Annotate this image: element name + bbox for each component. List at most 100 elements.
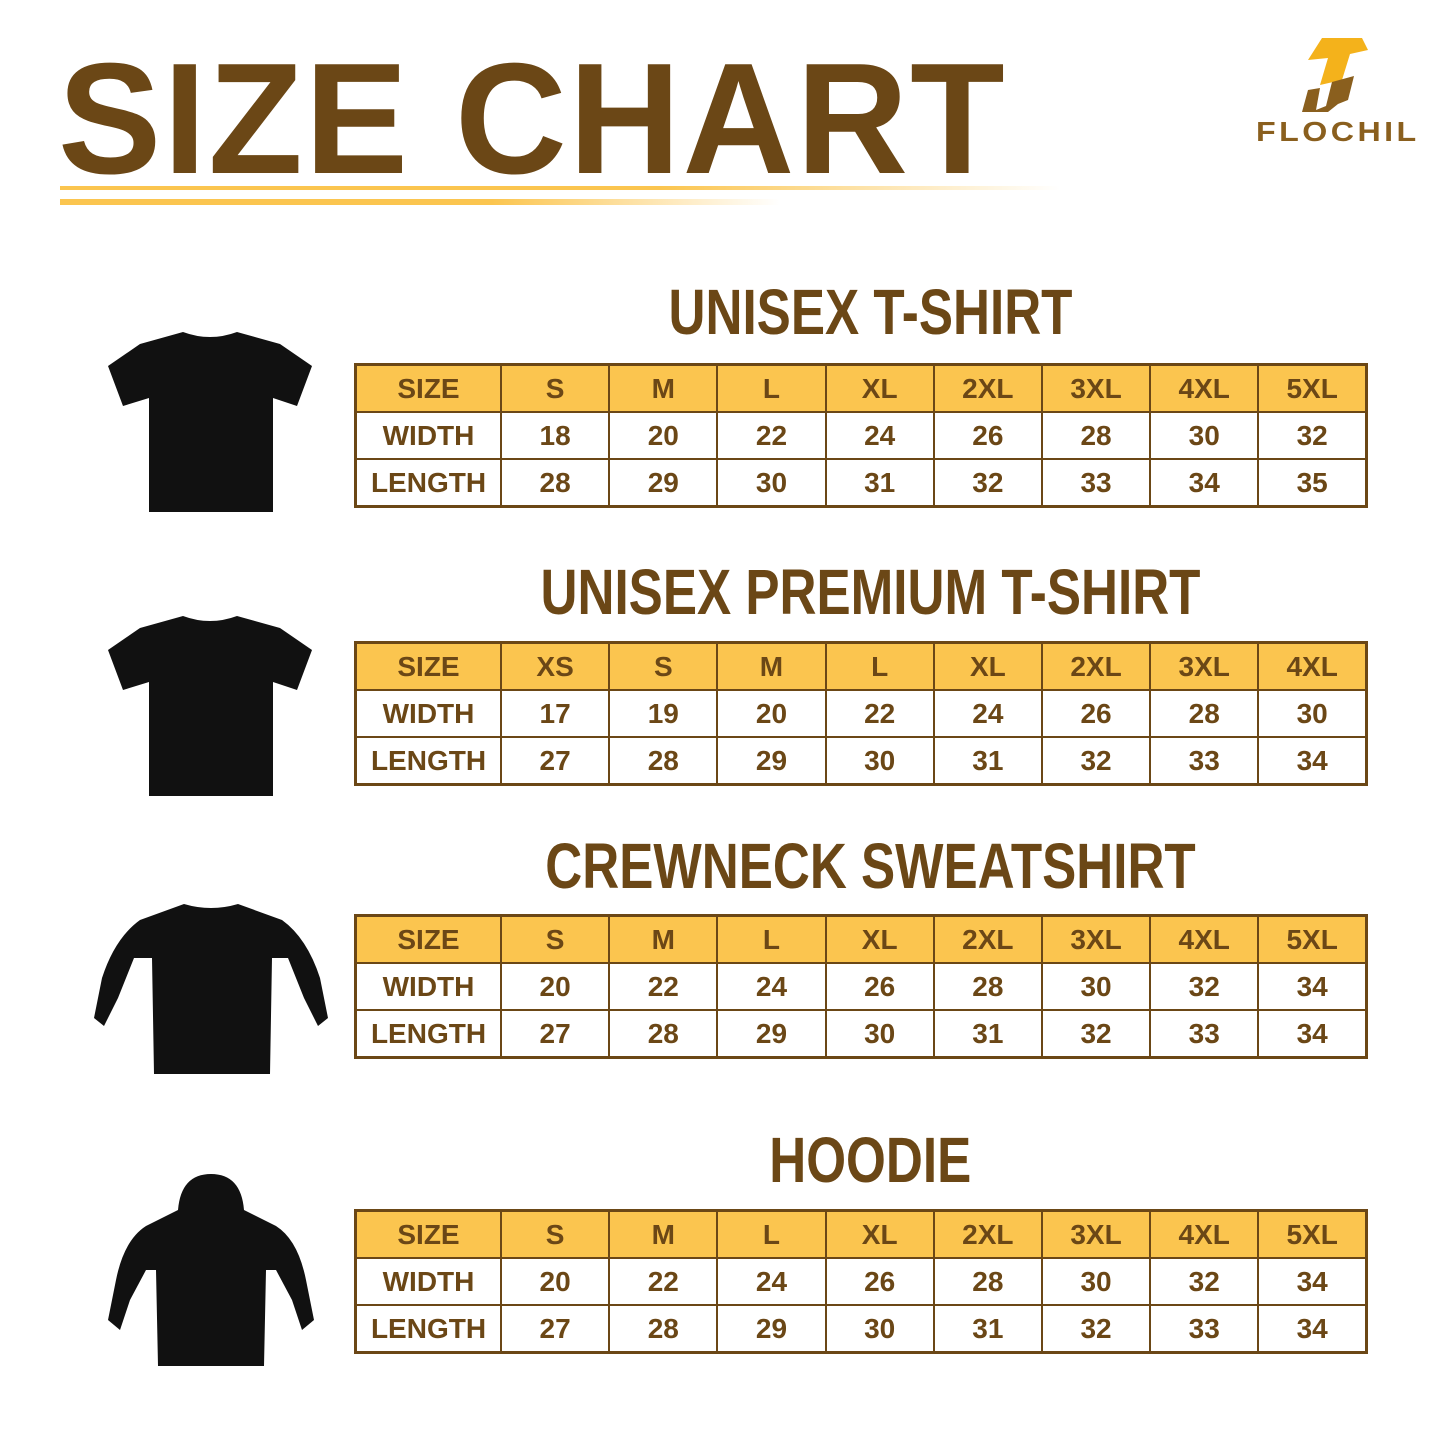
tshirt-icon	[108, 616, 312, 796]
measurement-cell: 17	[499, 689, 611, 738]
row-label: WIDTH	[354, 1257, 502, 1306]
measurement-cell: 26	[824, 1257, 935, 1306]
row-label: LENGTH	[354, 458, 502, 508]
measurement-cell: 28	[608, 1009, 719, 1059]
measurement-cell: 28	[499, 458, 611, 508]
section-title: UNISEX T-SHIRT	[668, 276, 1072, 348]
flochil-logo-icon	[1302, 38, 1368, 112]
size-header-cell: M	[608, 363, 719, 413]
size-header-cell: XL	[824, 363, 935, 413]
measurement-cell: 34	[1257, 1257, 1368, 1306]
measurement-cell: 31	[824, 458, 935, 508]
size-header-cell: 2XL	[932, 1209, 1043, 1259]
size-header-cell: M	[608, 1209, 719, 1259]
measurement-cell: 34	[1257, 736, 1368, 786]
section-title: UNISEX PREMIUM T-SHIRT	[540, 556, 1200, 628]
size-header-cell: 5XL	[1257, 914, 1368, 964]
table-row: LENGTH 27 28 29 30 31 32 33 34	[354, 736, 1368, 786]
table-header-row: SIZE S M L XL 2XL 3XL 4XL 5XL	[354, 1209, 1368, 1259]
measurement-cell: 32	[932, 458, 1043, 508]
measurement-cell: 31	[932, 736, 1043, 786]
row-label: SIZE	[354, 1209, 502, 1259]
measurement-cell: 20	[499, 1257, 611, 1306]
measurement-cell: 33	[1149, 736, 1260, 786]
size-header-cell: 4XL	[1149, 914, 1260, 964]
size-header-cell: S	[499, 1209, 611, 1259]
measurement-cell: 34	[1257, 1304, 1368, 1354]
size-header-cell: XL	[824, 1209, 935, 1259]
size-table-unisex-tshirt: SIZE S M L XL 2XL 3XL 4XL 5XL WIDTH 18 20 22 24 26 28 30…	[354, 363, 1368, 508]
measurement-cell: 22	[824, 689, 935, 738]
size-header-cell: S	[499, 914, 611, 964]
size-header-cell: M	[608, 914, 719, 964]
measurement-cell: 24	[716, 1257, 827, 1306]
row-label: SIZE	[354, 914, 502, 964]
measurement-cell: 30	[824, 736, 935, 786]
measurement-cell: 27	[499, 1304, 611, 1354]
size-header-cell: 3XL	[1040, 914, 1152, 964]
page-title: SIZE CHART	[58, 31, 1007, 207]
measurement-cell: 18	[499, 411, 611, 460]
tshirt-icon	[108, 332, 312, 512]
row-label: LENGTH	[354, 1304, 502, 1354]
measurement-cell: 30	[1040, 1257, 1152, 1306]
size-table-premium-tshirt: SIZE XS S M L XL 2XL 3XL 4XL WIDTH 17 19 20 22 24 26 28 3…	[354, 641, 1368, 786]
measurement-cell: 28	[608, 736, 719, 786]
size-header-cell: L	[716, 914, 827, 964]
measurement-cell: 28	[932, 962, 1043, 1011]
size-header-cell: M	[716, 641, 827, 691]
measurement-cell: 22	[608, 962, 719, 1011]
measurement-cell: 28	[1149, 689, 1260, 738]
table-row: LENGTH 27 28 29 30 31 32 33 34	[354, 1009, 1368, 1059]
size-header-cell: 4XL	[1149, 363, 1260, 413]
size-header-cell: 5XL	[1257, 1209, 1368, 1259]
size-header-cell: L	[824, 641, 935, 691]
measurement-cell: 29	[608, 458, 719, 508]
measurement-cell: 27	[499, 736, 611, 786]
row-label: WIDTH	[354, 689, 502, 738]
table-row: WIDTH 17 19 20 22 24 26 28 30	[354, 689, 1368, 738]
section-title: CREWNECK SWEATSHIRT	[544, 830, 1196, 902]
row-label: LENGTH	[354, 1009, 502, 1059]
measurement-cell: 34	[1149, 458, 1260, 508]
size-header-cell: S	[608, 641, 719, 691]
table-row: WIDTH 20 22 24 26 28 30 32 34	[354, 962, 1368, 1011]
hoodie-icon	[108, 1174, 314, 1366]
row-label: SIZE	[354, 363, 502, 413]
measurement-cell: 24	[824, 411, 935, 460]
measurement-cell: 34	[1257, 1009, 1368, 1059]
measurement-cell: 30	[716, 458, 827, 508]
section-title: HOODIE	[769, 1124, 971, 1196]
measurement-cell: 32	[1040, 1304, 1152, 1354]
measurement-cell: 32	[1149, 962, 1260, 1011]
size-header-cell: 2XL	[932, 914, 1043, 964]
size-header-cell: 3XL	[1040, 1209, 1152, 1259]
measurement-cell: 32	[1040, 736, 1152, 786]
measurement-cell: 26	[824, 962, 935, 1011]
size-header-cell: 2XL	[932, 363, 1043, 413]
measurement-cell: 28	[608, 1304, 719, 1354]
measurement-cell: 26	[932, 411, 1043, 460]
measurement-cell: 29	[716, 1009, 827, 1059]
table-header-row: SIZE XS S M L XL 2XL 3XL 4XL	[354, 641, 1368, 691]
row-label: SIZE	[354, 641, 502, 691]
measurement-cell: 34	[1257, 962, 1368, 1011]
measurement-cell: 33	[1040, 458, 1152, 508]
size-header-cell: L	[716, 363, 827, 413]
measurement-cell: 30	[1257, 689, 1368, 738]
measurement-cell: 29	[716, 736, 827, 786]
size-header-cell: 5XL	[1257, 363, 1368, 413]
measurement-cell: 28	[932, 1257, 1043, 1306]
sweatshirt-icon	[94, 904, 328, 1074]
size-header-cell: 4XL	[1257, 641, 1368, 691]
measurement-cell: 20	[499, 962, 611, 1011]
size-header-cell: 3XL	[1040, 363, 1152, 413]
measurement-cell: 32	[1149, 1257, 1260, 1306]
brand-name: FLOCHIL	[1256, 116, 1420, 147]
size-header-cell: XL	[824, 914, 935, 964]
measurement-cell: 30	[824, 1009, 935, 1059]
table-row: LENGTH 27 28 29 30 31 32 33 34	[354, 1304, 1368, 1354]
row-label: WIDTH	[354, 962, 502, 1011]
size-header-cell: XL	[932, 641, 1043, 691]
size-header-cell: 2XL	[1040, 641, 1152, 691]
